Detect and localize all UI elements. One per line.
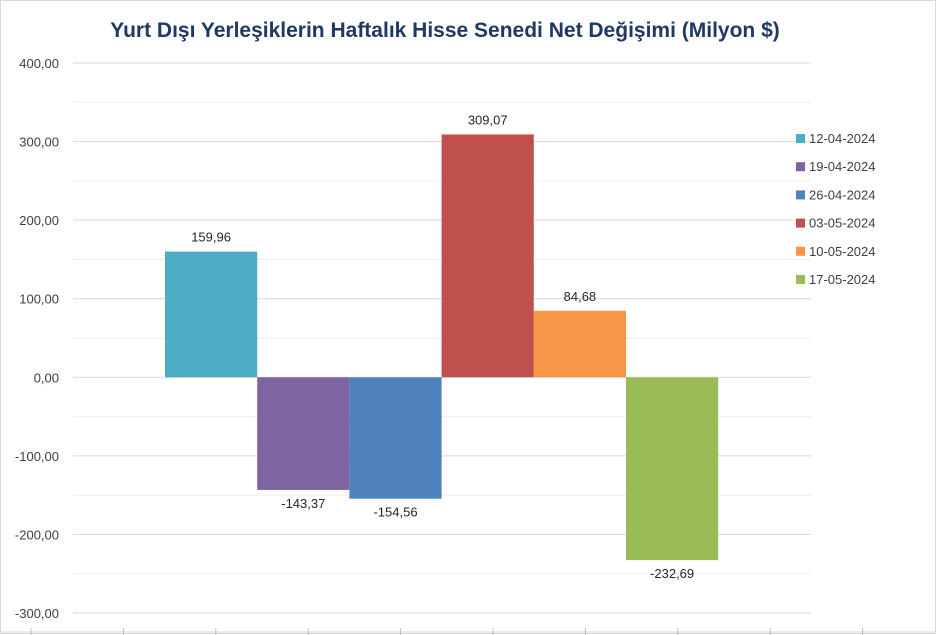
bar-10-05-2024 [533, 310, 626, 378]
y-tick-label: 0,00 [34, 370, 59, 385]
bar-17-05-2024 [626, 377, 719, 561]
legend-swatch [796, 134, 805, 143]
data-label: 159,96 [191, 230, 231, 245]
bar-26-04-2024 [349, 377, 442, 499]
y-tick-label: -300,00 [15, 606, 59, 621]
legend-entry: 19-04-2024 [809, 159, 876, 174]
y-tick-label: 400,00 [19, 56, 59, 71]
legend-swatch [796, 190, 805, 200]
data-label: -154,56 [373, 505, 417, 520]
bar-12-04-2024 [165, 251, 258, 378]
legend: 12-04-2024 19-04-2024 26-04-2024 03-05-2024… [796, 131, 876, 287]
legend-swatch [796, 246, 805, 256]
data-label: -232,69 [650, 566, 694, 581]
data-label: -143,37 [281, 496, 325, 511]
y-tick-label: 200,00 [19, 213, 59, 228]
bar-03-05-2024 [441, 134, 534, 378]
legend-swatch [796, 218, 805, 228]
y-tick-label: -200,00 [15, 527, 59, 542]
legend-swatch [796, 275, 805, 284]
bar-19-04-2024 [257, 377, 350, 490]
legend-entry: 17-05-2024 [809, 272, 876, 287]
legend-entry: 26-04-2024 [809, 187, 876, 202]
bars [165, 134, 719, 561]
legend-entry: 12-04-2024 [809, 131, 876, 146]
data-labels: 159,96 -143,37 -154,56 309,07 84,68 -232,69 [191, 112, 694, 581]
legend-entry: 03-05-2024 [809, 216, 876, 231]
y-axis-ticks: 400,00 300,00 200,00 100,00 0,00 -100,00 -200,… [15, 56, 59, 621]
data-label: 84,68 [564, 289, 597, 304]
y-tick-label: -100,00 [15, 449, 59, 464]
y-tick-label: 100,00 [19, 292, 59, 307]
legend-swatch [796, 162, 805, 172]
legend-entry: 10-05-2024 [809, 244, 876, 259]
chart-title: Yurt Dışı Yerleşiklerin Haftalık Hisse S… [110, 19, 780, 42]
y-tick-label: 300,00 [19, 135, 59, 150]
data-label: 309,07 [468, 112, 508, 127]
